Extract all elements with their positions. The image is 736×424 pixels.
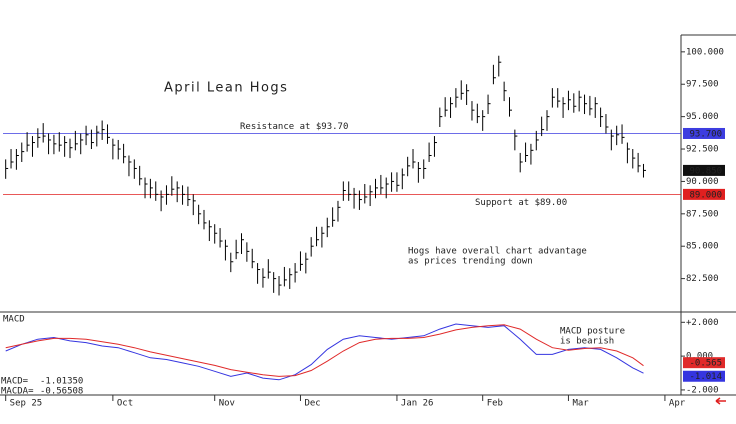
level-tag-box [683,127,725,139]
y-tick-label: 0.000 [686,352,713,362]
chart-title: April Lean Hogs [164,81,288,96]
series-tag-box [683,370,725,382]
x-tick-label: Dec [304,399,320,409]
x-tick-label: Sep 25 [10,399,43,409]
x-tick-label: Mar [572,399,589,409]
annotation: MACD posture [560,327,625,337]
y-tick-label: 82.500 [686,274,719,284]
x-tick-label: Feb [487,399,503,409]
series-tag: -0.565 [689,359,722,369]
last-tag-box [683,164,725,176]
y-tick-label: 87.500 [686,209,719,219]
macd-line [5,324,644,377]
annotation: as prices trending down [408,257,533,267]
series-value: -0.56508 [40,387,83,397]
level-label: Support at $89.00 [475,198,567,208]
level-label: Resistance at $93.70 [240,122,348,132]
y-tick-label: 85.000 [686,242,719,252]
x-tick-label: Oct [117,399,133,409]
level-tag: 93.700 [689,129,722,139]
series-name: MACD= [1,377,29,387]
y-tick-label: 97.500 [686,80,719,90]
y-tick-label: -2.000 [686,385,719,395]
panel-title: MACD [3,315,25,325]
series-tag: -1.014 [689,372,722,382]
x-tick-label: Apr [669,399,686,409]
macd-line [5,323,644,381]
y-tick-label: +2.000 [686,318,719,328]
x-tick-label: Jan 26 [401,399,434,409]
series-value: -1.01350 [40,377,83,387]
y-tick-label: 95.000 [686,112,719,122]
y-tick-label: 92.500 [686,145,719,155]
y-tick-label: 100.000 [686,47,724,57]
series-tag-box [683,357,725,369]
last-tag: 90.850 [689,166,722,176]
annotation: is bearish [560,337,614,347]
level-tag: 89.000 [689,190,722,200]
scroll-arrow [715,397,726,405]
y-tick-label: 90.000 [686,177,719,187]
x-tick-label: Nov [219,399,235,409]
series-name: MACDA= [1,387,34,397]
annotation: Hogs have overall chart advantage [408,247,587,257]
level-tag-box [683,188,725,200]
